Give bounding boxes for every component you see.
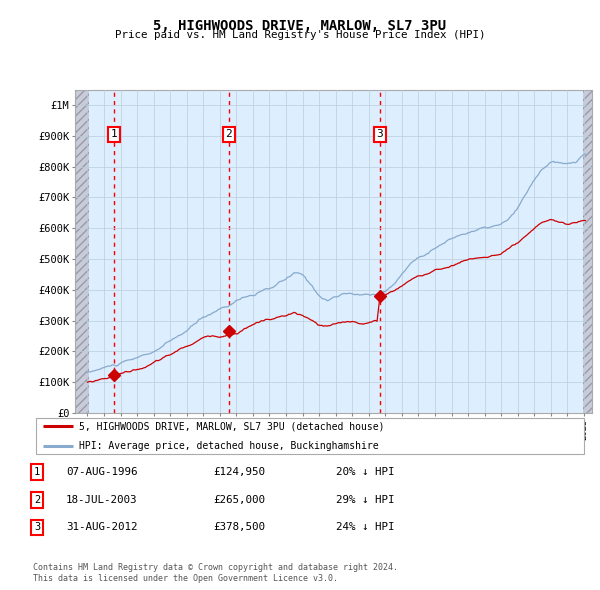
Text: £124,950: £124,950 — [213, 467, 265, 477]
Text: 2: 2 — [34, 495, 40, 504]
Bar — [583, 90, 592, 413]
Text: 24% ↓ HPI: 24% ↓ HPI — [336, 523, 395, 532]
Text: Contains HM Land Registry data © Crown copyright and database right 2024.: Contains HM Land Registry data © Crown c… — [33, 563, 398, 572]
Text: 31-AUG-2012: 31-AUG-2012 — [66, 523, 137, 532]
Text: 20% ↓ HPI: 20% ↓ HPI — [336, 467, 395, 477]
Text: £265,000: £265,000 — [213, 495, 265, 504]
Text: 5, HIGHWOODS DRIVE, MARLOW, SL7 3PU: 5, HIGHWOODS DRIVE, MARLOW, SL7 3PU — [154, 19, 446, 33]
Text: 07-AUG-1996: 07-AUG-1996 — [66, 467, 137, 477]
Text: 1: 1 — [110, 129, 117, 139]
Text: 3: 3 — [376, 129, 383, 139]
Text: This data is licensed under the Open Government Licence v3.0.: This data is licensed under the Open Gov… — [33, 574, 338, 583]
Text: 29% ↓ HPI: 29% ↓ HPI — [336, 495, 395, 504]
Text: 5, HIGHWOODS DRIVE, MARLOW, SL7 3PU (detached house): 5, HIGHWOODS DRIVE, MARLOW, SL7 3PU (det… — [79, 421, 384, 431]
Text: 3: 3 — [34, 523, 40, 532]
Text: 18-JUL-2003: 18-JUL-2003 — [66, 495, 137, 504]
Text: Price paid vs. HM Land Registry's House Price Index (HPI): Price paid vs. HM Land Registry's House … — [115, 30, 485, 40]
Bar — [75, 90, 89, 413]
Text: 2: 2 — [226, 129, 232, 139]
Text: HPI: Average price, detached house, Buckinghamshire: HPI: Average price, detached house, Buck… — [79, 441, 379, 451]
Text: 1: 1 — [34, 467, 40, 477]
Text: £378,500: £378,500 — [213, 523, 265, 532]
